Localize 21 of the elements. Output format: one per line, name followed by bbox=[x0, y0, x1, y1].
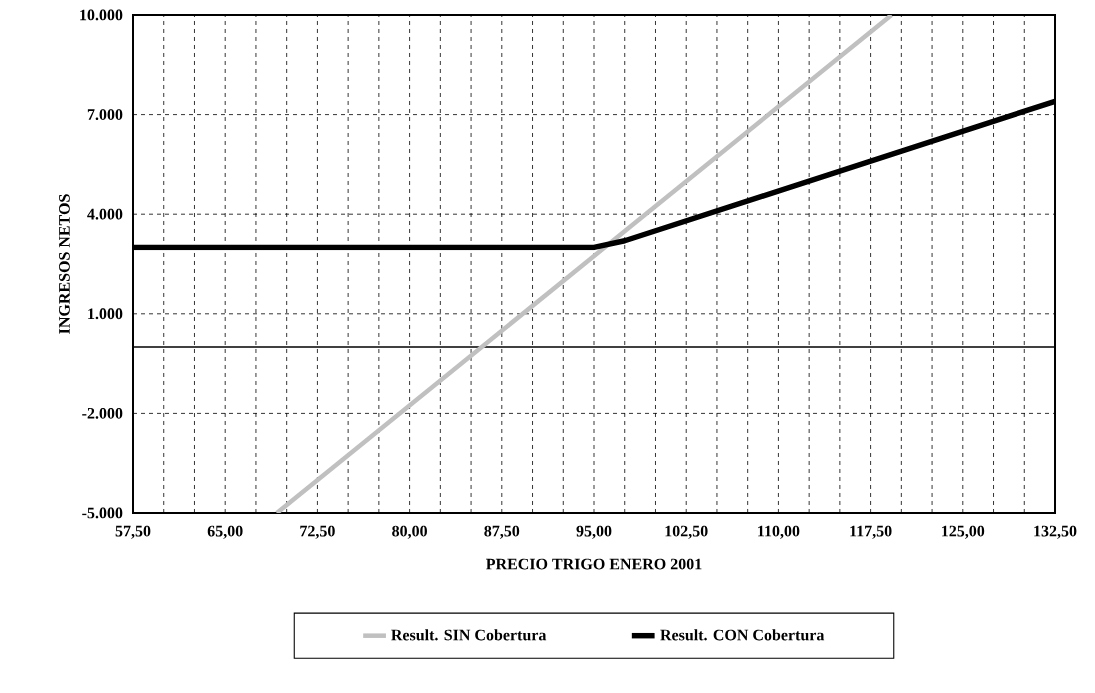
x-tick-label: 80,00 bbox=[392, 525, 427, 539]
x-tick-label: 87,50 bbox=[484, 525, 520, 539]
y-tick-label: 10.000 bbox=[80, 9, 123, 21]
y-tick-label: 1.000 bbox=[88, 308, 123, 320]
y-tick-label: 7.000 bbox=[87, 109, 123, 121]
x-tick-label: 72,50 bbox=[300, 525, 335, 539]
legend-label: Result. SIN Cobertura bbox=[391, 629, 547, 641]
x-tick-label: 117,50 bbox=[850, 525, 892, 539]
x-tick-label: 65,00 bbox=[207, 525, 243, 539]
legend-label: Result. CON Cobertura bbox=[660, 629, 825, 641]
x-tick-label: 57,50 bbox=[115, 525, 151, 539]
x-axis-title: PRECIO TRIGO ENERO 2001 bbox=[486, 558, 702, 570]
x-tick-label: 110,00 bbox=[758, 525, 800, 539]
x-tick-label: 102,50 bbox=[665, 525, 708, 539]
y-tick-label: 4.000 bbox=[87, 208, 123, 220]
x-tick-label: 95,00 bbox=[576, 525, 612, 539]
y-tick-label: -5.000 bbox=[82, 507, 123, 519]
x-tick-label: 132,50 bbox=[1034, 525, 1077, 539]
y-tick-label: -2.000 bbox=[82, 407, 123, 419]
x-tick-label: 125,00 bbox=[942, 525, 985, 539]
y-axis-title: INGRESOS NETOS bbox=[59, 194, 70, 334]
